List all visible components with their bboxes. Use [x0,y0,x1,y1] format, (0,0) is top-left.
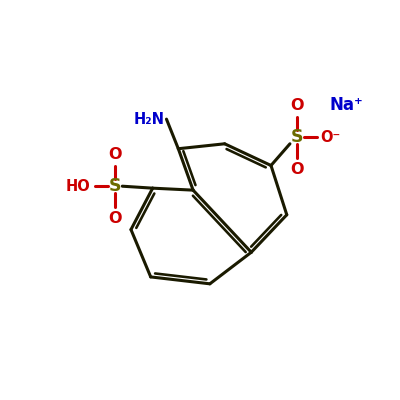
Text: O: O [290,98,303,113]
Text: Na⁺: Na⁺ [329,96,363,114]
Text: H₂N: H₂N [134,112,164,127]
Text: S: S [290,128,303,146]
Text: O: O [108,147,122,162]
Text: O⁻: O⁻ [320,130,340,144]
Text: HO: HO [66,179,91,194]
Text: O: O [290,162,303,176]
Text: S: S [109,177,122,195]
Text: O: O [108,211,122,226]
